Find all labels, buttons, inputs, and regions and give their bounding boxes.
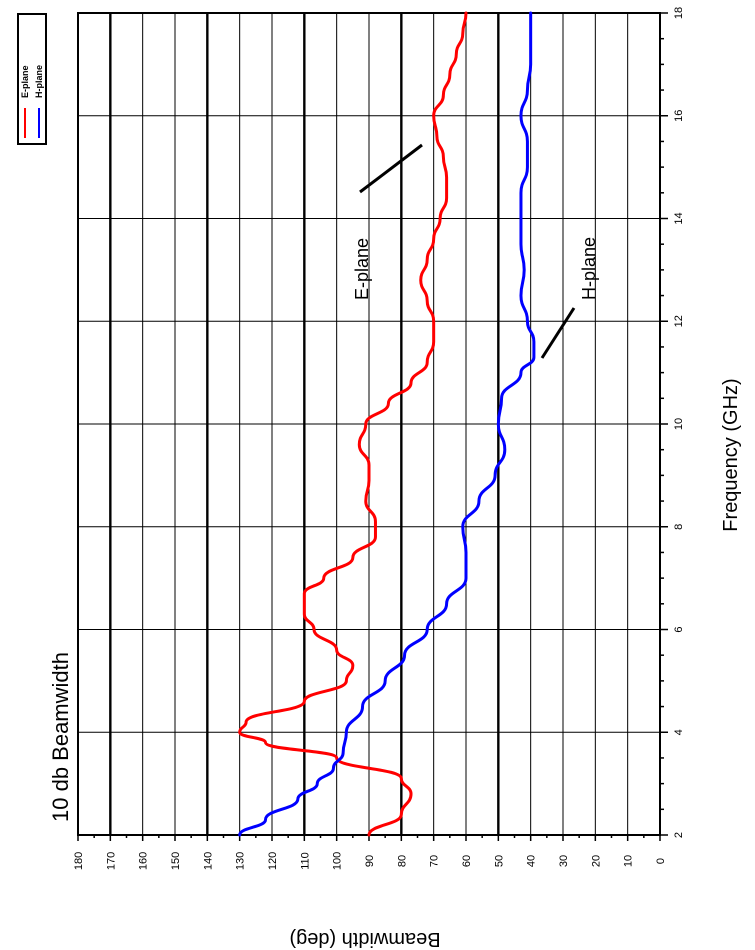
legend-h-plane-label: H-plane <box>34 65 44 98</box>
e-plane-annotation-leader <box>359 143 423 194</box>
legend: E-plane H-plane <box>17 13 47 145</box>
h-plane-annotation-leader <box>540 307 576 359</box>
beamwidth-tick-label: 10 <box>623 855 635 867</box>
frequency-tick-label: 12 <box>673 315 685 327</box>
frequency-tick-label: 14 <box>673 212 685 224</box>
frequency-tick-label: 10 <box>673 418 685 430</box>
beamwidth-tick-label: 100 <box>332 852 344 870</box>
beamwidth-tick-label: 20 <box>590 855 602 867</box>
beamwidth-tick-label: 60 <box>461 855 473 867</box>
y-axis-title: Beamwidth (deg) <box>289 928 440 950</box>
grid-lines <box>77 12 668 841</box>
beamwidth-tick-label: 110 <box>299 852 311 870</box>
e-plane-series-line <box>238 11 468 837</box>
frequency-tick-label: 6 <box>673 626 685 632</box>
frequency-tick-label: 16 <box>673 110 685 122</box>
beamwidth-tick-label: 150 <box>170 852 182 870</box>
annotations: E-plane H-plane <box>352 143 599 359</box>
x-axis-title: Frequency (GHz) <box>720 378 742 531</box>
beamwidth-tick-label: 50 <box>493 855 505 867</box>
beamwidth-tick-label: 30 <box>558 855 570 867</box>
h-plane-annotation-label: H-plane <box>579 237 599 300</box>
frequency-tick-label: 8 <box>673 524 685 530</box>
beamwidth-tick-label: 140 <box>202 852 214 870</box>
beamwidth-tick-label: 180 <box>73 852 85 870</box>
beamwidth-tick-label: 40 <box>526 855 538 867</box>
legend-box <box>17 13 47 145</box>
beamwidth-tick-label: 80 <box>396 855 408 867</box>
beamwidth-tick-label: 170 <box>105 852 117 870</box>
beamwidth-tick-label: 70 <box>429 855 441 867</box>
tick-labels: 2468101214161801020304050607080901001101… <box>73 7 685 870</box>
legend-e-plane-label: E-plane <box>20 65 30 98</box>
beamwidth-tick-label: 0 <box>655 858 667 864</box>
beamwidth-tick-label: 120 <box>267 852 279 870</box>
beamwidth-tick-label: 130 <box>235 852 247 870</box>
beamwidth-tick-label: 90 <box>364 855 376 867</box>
series-lines <box>238 11 536 837</box>
frequency-tick-label: 4 <box>673 729 685 735</box>
e-plane-annotation-label: E-plane <box>352 238 372 300</box>
frequency-tick-label: 2 <box>673 832 685 838</box>
chart-title: 10 db Beamwidth <box>48 652 73 822</box>
beamwidth-tick-label: 160 <box>138 852 150 870</box>
h-plane-series-line <box>238 11 536 837</box>
frequency-tick-label: 18 <box>673 7 685 19</box>
